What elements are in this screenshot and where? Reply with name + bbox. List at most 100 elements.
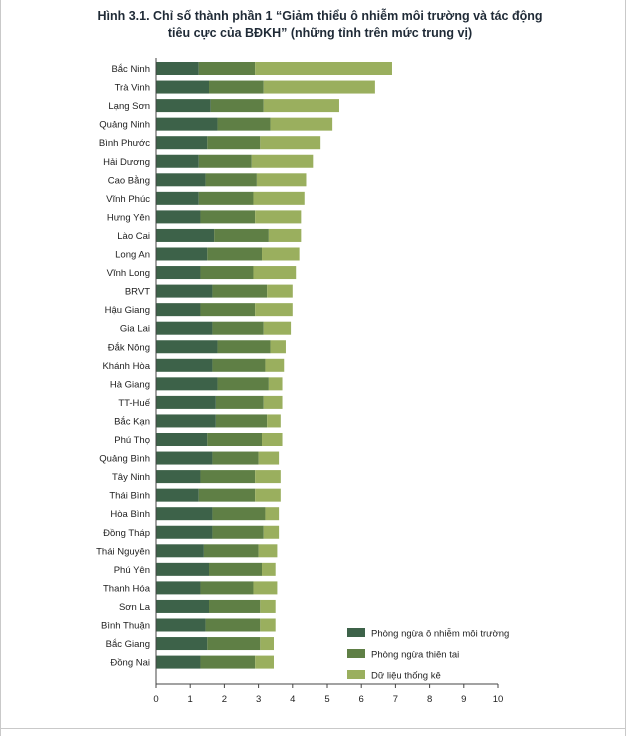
bar-dong-thap-series-3 bbox=[263, 525, 280, 539]
bar-gia-lai-series-2 bbox=[212, 321, 264, 335]
bar-bac-ninh-series-3 bbox=[255, 62, 392, 75]
bar-cao-bang-series-1 bbox=[156, 173, 206, 187]
bar-son-la-series-3 bbox=[260, 599, 276, 613]
x-tick-label-6: 6 bbox=[359, 694, 364, 705]
category-label-cao-bang: Cao Bằng bbox=[108, 175, 150, 186]
chart-title: Hình 3.1. Chỉ số thành phần 1 “Giảm thiể… bbox=[60, 8, 580, 42]
bar-thai-nguyen-series-1 bbox=[156, 544, 204, 558]
category-label-tt-hue: TT-Huế bbox=[118, 398, 150, 409]
category-label-vinh-long: Vĩnh Long bbox=[107, 268, 150, 279]
category-label-tra-vinh: Trà Vinh bbox=[115, 83, 150, 94]
bar-binh-thuan-series-1 bbox=[156, 618, 206, 632]
bar-ha-giang-series-3 bbox=[268, 377, 283, 391]
bar-phu-yen-series-2 bbox=[209, 562, 263, 576]
bar-hoa-binh-series-3 bbox=[265, 507, 280, 521]
bar-tra-vinh-series-3 bbox=[263, 80, 375, 94]
bar-gia-lai-series-3 bbox=[263, 321, 292, 335]
legend-swatch-2 bbox=[347, 649, 365, 658]
bar-hau-giang-series-1 bbox=[156, 303, 201, 317]
bar-bac-ninh-series-2 bbox=[198, 62, 256, 75]
bar-long-an-series-2 bbox=[207, 247, 263, 261]
bar-vinh-phuc-series-1 bbox=[156, 191, 199, 205]
bar-hai-duong-series-2 bbox=[198, 154, 252, 168]
x-tick-label-10: 10 bbox=[493, 694, 504, 705]
legend-label-3: Dữ liệu thống kê bbox=[371, 671, 441, 682]
bar-thai-binh-series-2 bbox=[198, 488, 256, 502]
bar-phu-yen-series-3 bbox=[262, 562, 276, 576]
x-tick-label-8: 8 bbox=[427, 694, 432, 705]
category-label-lang-son: Lạng Sơn bbox=[108, 101, 150, 112]
category-label-khanh-hoa: Khánh Hòa bbox=[102, 361, 150, 372]
legend-swatch-3 bbox=[347, 670, 365, 679]
bar-long-an-series-3 bbox=[262, 247, 300, 261]
bar-quang-binh-series-2 bbox=[212, 451, 259, 465]
category-labels: Bắc Ninh Trà Vinh Lạng Sơn Quảng Ninh Bình P… bbox=[96, 64, 151, 669]
category-label-son-la: Sơn La bbox=[119, 602, 151, 613]
bars-group bbox=[156, 62, 392, 669]
bar-thai-nguyen-series-3 bbox=[258, 544, 278, 558]
bar-lao-cai-series-2 bbox=[214, 228, 269, 242]
legend: Phòng ngừa ô nhiễm môi trường Phòng ngừa … bbox=[347, 628, 509, 682]
category-label-vinh-phuc: Vĩnh Phúc bbox=[106, 194, 150, 205]
bar-hai-duong-series-1 bbox=[156, 154, 199, 168]
bar-quang-ninh-series-2 bbox=[217, 117, 271, 131]
bar-ha-giang-series-2 bbox=[217, 377, 269, 391]
bar-thanh-hoa-series-3 bbox=[253, 581, 278, 595]
bar-vinh-long-series-1 bbox=[156, 266, 201, 280]
chart-title-line-2: tiêu cực của BĐKH” (những tỉnh trên mức … bbox=[167, 26, 473, 40]
bar-dak-nong-series-3 bbox=[270, 340, 286, 354]
category-label-gia-lai: Gia Lai bbox=[120, 324, 150, 335]
category-label-tay-ninh: Tây Ninh bbox=[112, 472, 150, 483]
bar-son-la-series-1 bbox=[156, 599, 210, 613]
bar-thai-binh-series-3 bbox=[255, 488, 281, 502]
bar-bac-giang-series-3 bbox=[260, 637, 274, 651]
bar-binh-phuoc-series-1 bbox=[156, 136, 208, 150]
category-label-binh-thuan: Bình Thuận bbox=[101, 621, 150, 632]
bar-tra-vinh-series-2 bbox=[209, 80, 264, 94]
bar-hung-yen-series-1 bbox=[156, 210, 201, 224]
x-tick-label-4: 4 bbox=[290, 694, 295, 705]
category-label-bac-kan: Bắc Kạn bbox=[114, 416, 150, 427]
bar-tt-hue-series-2 bbox=[215, 395, 264, 409]
bar-tt-hue-series-1 bbox=[156, 395, 216, 409]
bar-bac-kan-series-1 bbox=[156, 414, 216, 428]
category-label-hung-yen: Hưng Yên bbox=[107, 212, 150, 223]
bar-brvt-series-2 bbox=[212, 284, 268, 298]
bar-tt-hue-series-3 bbox=[263, 395, 283, 409]
category-label-phu-tho: Phú Thọ bbox=[114, 435, 150, 446]
bar-hung-yen-series-3 bbox=[255, 210, 302, 224]
bar-dong-nai-series-3 bbox=[255, 655, 274, 669]
bar-hau-giang-series-3 bbox=[255, 303, 293, 317]
category-label-quang-binh: Quảng Bình bbox=[99, 454, 150, 465]
bar-lao-cai-series-3 bbox=[268, 228, 302, 242]
bar-lang-son-series-3 bbox=[263, 99, 339, 113]
bar-dong-thap-series-2 bbox=[212, 525, 264, 539]
bar-thanh-hoa-series-1 bbox=[156, 581, 201, 595]
bar-phu-tho-series-1 bbox=[156, 433, 208, 446]
bar-bac-giang-series-2 bbox=[207, 637, 261, 651]
bar-dak-nong-series-1 bbox=[156, 340, 218, 354]
x-tick-label-9: 9 bbox=[461, 694, 466, 705]
bar-phu-tho-series-2 bbox=[207, 433, 263, 446]
bar-hoa-binh-series-1 bbox=[156, 507, 213, 521]
bar-vinh-long-series-2 bbox=[200, 266, 254, 280]
bar-dong-nai-series-2 bbox=[200, 655, 256, 669]
chart-title-line-1: Hình 3.1. Chỉ số thành phần 1 “Giảm thiể… bbox=[97, 9, 543, 23]
bar-bac-kan-series-3 bbox=[267, 414, 281, 428]
bar-bac-kan-series-2 bbox=[215, 414, 268, 428]
bar-lang-son-series-1 bbox=[156, 99, 211, 113]
category-label-binh-phuoc: Bình Phước bbox=[99, 138, 150, 149]
bar-khanh-hoa-series-2 bbox=[212, 358, 266, 372]
category-label-dong-nai: Đồng Nai bbox=[110, 658, 150, 669]
bar-brvt-series-1 bbox=[156, 284, 213, 298]
bar-gia-lai-series-1 bbox=[156, 321, 213, 335]
bar-dak-nong-series-2 bbox=[217, 340, 271, 354]
category-label-thanh-hoa: Thanh Hóa bbox=[103, 583, 151, 594]
bar-lang-son-series-2 bbox=[210, 99, 264, 113]
bar-quang-ninh-series-3 bbox=[270, 117, 333, 131]
bar-phu-yen-series-1 bbox=[156, 562, 210, 576]
legend-label-1: Phòng ngừa ô nhiễm môi trường bbox=[371, 629, 509, 640]
bar-bac-ninh-series-1 bbox=[156, 62, 199, 75]
bar-thai-nguyen-series-2 bbox=[203, 544, 259, 558]
